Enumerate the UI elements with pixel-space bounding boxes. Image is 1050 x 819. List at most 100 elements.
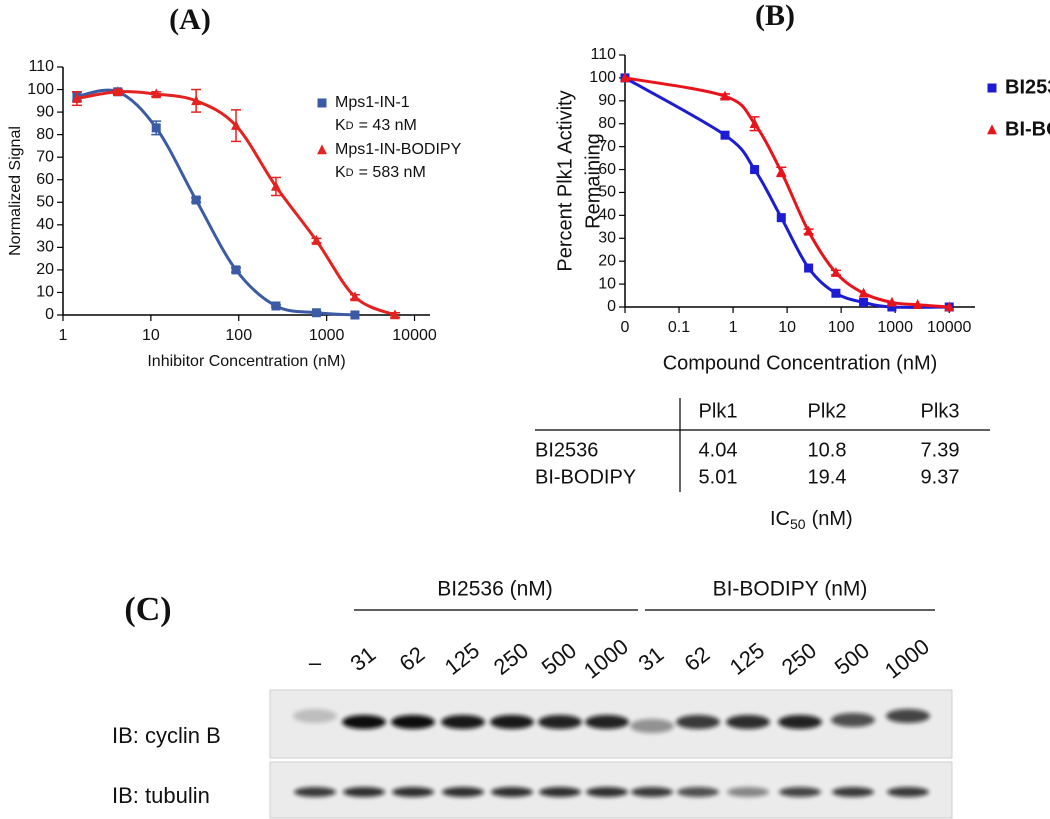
x-tick-label: 100 (828, 319, 855, 336)
note-value: = 583 nM (359, 164, 426, 181)
y-tick-label: 70 (598, 138, 616, 155)
y-tick-label: 100 (27, 81, 54, 98)
caption-unit: (nM) (812, 508, 853, 530)
legend-marker (987, 124, 997, 135)
x-axis-label: Inhibitor Concentration (nM) (147, 353, 345, 370)
x-tick-label: 10 (142, 327, 160, 344)
x-tick-label: 0.1 (668, 319, 690, 336)
y-tick-label: 100 (589, 69, 616, 86)
y-tick-label: 10 (598, 275, 616, 292)
data-point (749, 118, 760, 128)
band (392, 787, 434, 797)
y-tick-label: 30 (36, 239, 54, 256)
data-point (776, 213, 786, 223)
y-axis-label: Normalized Signal (7, 126, 24, 256)
band (676, 715, 720, 729)
table-header: Plk2 (808, 400, 847, 422)
band (887, 787, 929, 797)
data-point (271, 180, 281, 191)
y-tick-label: 0 (45, 306, 54, 323)
data-point (311, 234, 322, 245)
legend-marker (317, 144, 327, 155)
y-tick-label: 40 (36, 216, 54, 233)
note-subscript: D (346, 120, 354, 132)
y-tick-label: 10 (36, 284, 54, 301)
band (539, 787, 581, 797)
band (831, 713, 875, 727)
y-tick-label: 0 (607, 298, 616, 315)
data-point (831, 288, 841, 298)
x-axis-label: Compound Concentration (nM) (663, 352, 938, 374)
y-tick-label: 90 (36, 103, 54, 120)
lane-label: 31 (634, 641, 669, 676)
table-header: Plk1 (699, 400, 738, 422)
band (727, 787, 769, 797)
legend-label: BI-BODIPY (1005, 118, 1050, 140)
note-subscript: D (346, 167, 354, 179)
band (677, 787, 719, 797)
y-tick-label: 60 (36, 171, 54, 188)
data-point (191, 195, 201, 205)
data-point (859, 297, 869, 307)
y-tick-label: 110 (28, 58, 54, 75)
data-point (112, 86, 123, 97)
note-symbol: K (335, 117, 346, 134)
band (294, 787, 336, 797)
data-point (350, 291, 360, 302)
x-tick-label: 1000 (309, 327, 345, 344)
y-tick-label: 80 (36, 126, 54, 143)
fit-curve (624, 76, 950, 309)
lane-label: 62 (680, 641, 715, 676)
data-point (350, 310, 360, 320)
y-tick-label: 20 (36, 261, 54, 278)
blot-row-label: IB: tubulin (112, 783, 210, 808)
band (441, 715, 485, 729)
fit-curve (76, 88, 356, 317)
band (886, 709, 930, 723)
note-value: = 43 nM (359, 117, 417, 134)
data-point (231, 265, 241, 275)
legend-label: BI2536 (1005, 76, 1050, 98)
band (342, 715, 386, 729)
table-cell: 7.39 (921, 439, 960, 461)
chart-title: (B) (755, 0, 795, 32)
band (343, 787, 385, 797)
x-tick-label: 1 (59, 327, 68, 344)
band (779, 787, 821, 797)
data-point (720, 90, 730, 101)
band (391, 715, 435, 729)
y-axis-label: Remaining (582, 133, 604, 229)
chart-title: (A) (169, 3, 211, 36)
band (778, 715, 822, 729)
caption-subscript: 50 (790, 516, 806, 532)
lane-label: 125 (725, 638, 769, 680)
blot-row-label: IB: cyclin B (112, 723, 221, 748)
legend-label: Mps1-IN-1 (335, 94, 410, 111)
table-cell: 4.04 (699, 439, 738, 461)
data-point (620, 72, 630, 83)
caption-main: IC (770, 508, 790, 530)
data-point (944, 301, 955, 312)
data-point (804, 263, 814, 273)
y-tick-label: 40 (598, 207, 616, 224)
y-axis-label: Percent Plk1 Activity (554, 90, 576, 271)
table-cell: 9.37 (921, 466, 960, 488)
y-tick-label: 20 (598, 252, 616, 269)
x-tick-label: 100 (225, 327, 252, 344)
y-tick-label: 30 (598, 229, 616, 246)
table-caption: IC50 (nM) (770, 508, 853, 531)
y-tick-label: 70 (36, 148, 54, 165)
data-point (151, 123, 161, 133)
data-point (390, 309, 400, 320)
band (293, 709, 337, 723)
data-point (271, 301, 281, 311)
data-point (311, 308, 321, 318)
data-point (231, 119, 241, 130)
table-cell: 5.01 (699, 466, 738, 488)
data-point (803, 225, 814, 236)
panel-label: (C) (124, 591, 171, 628)
row-name: BI2536 (535, 439, 598, 461)
lane-label: 1000 (579, 634, 633, 684)
lane-label: 62 (395, 641, 430, 676)
y-tick-label: 50 (598, 184, 616, 201)
